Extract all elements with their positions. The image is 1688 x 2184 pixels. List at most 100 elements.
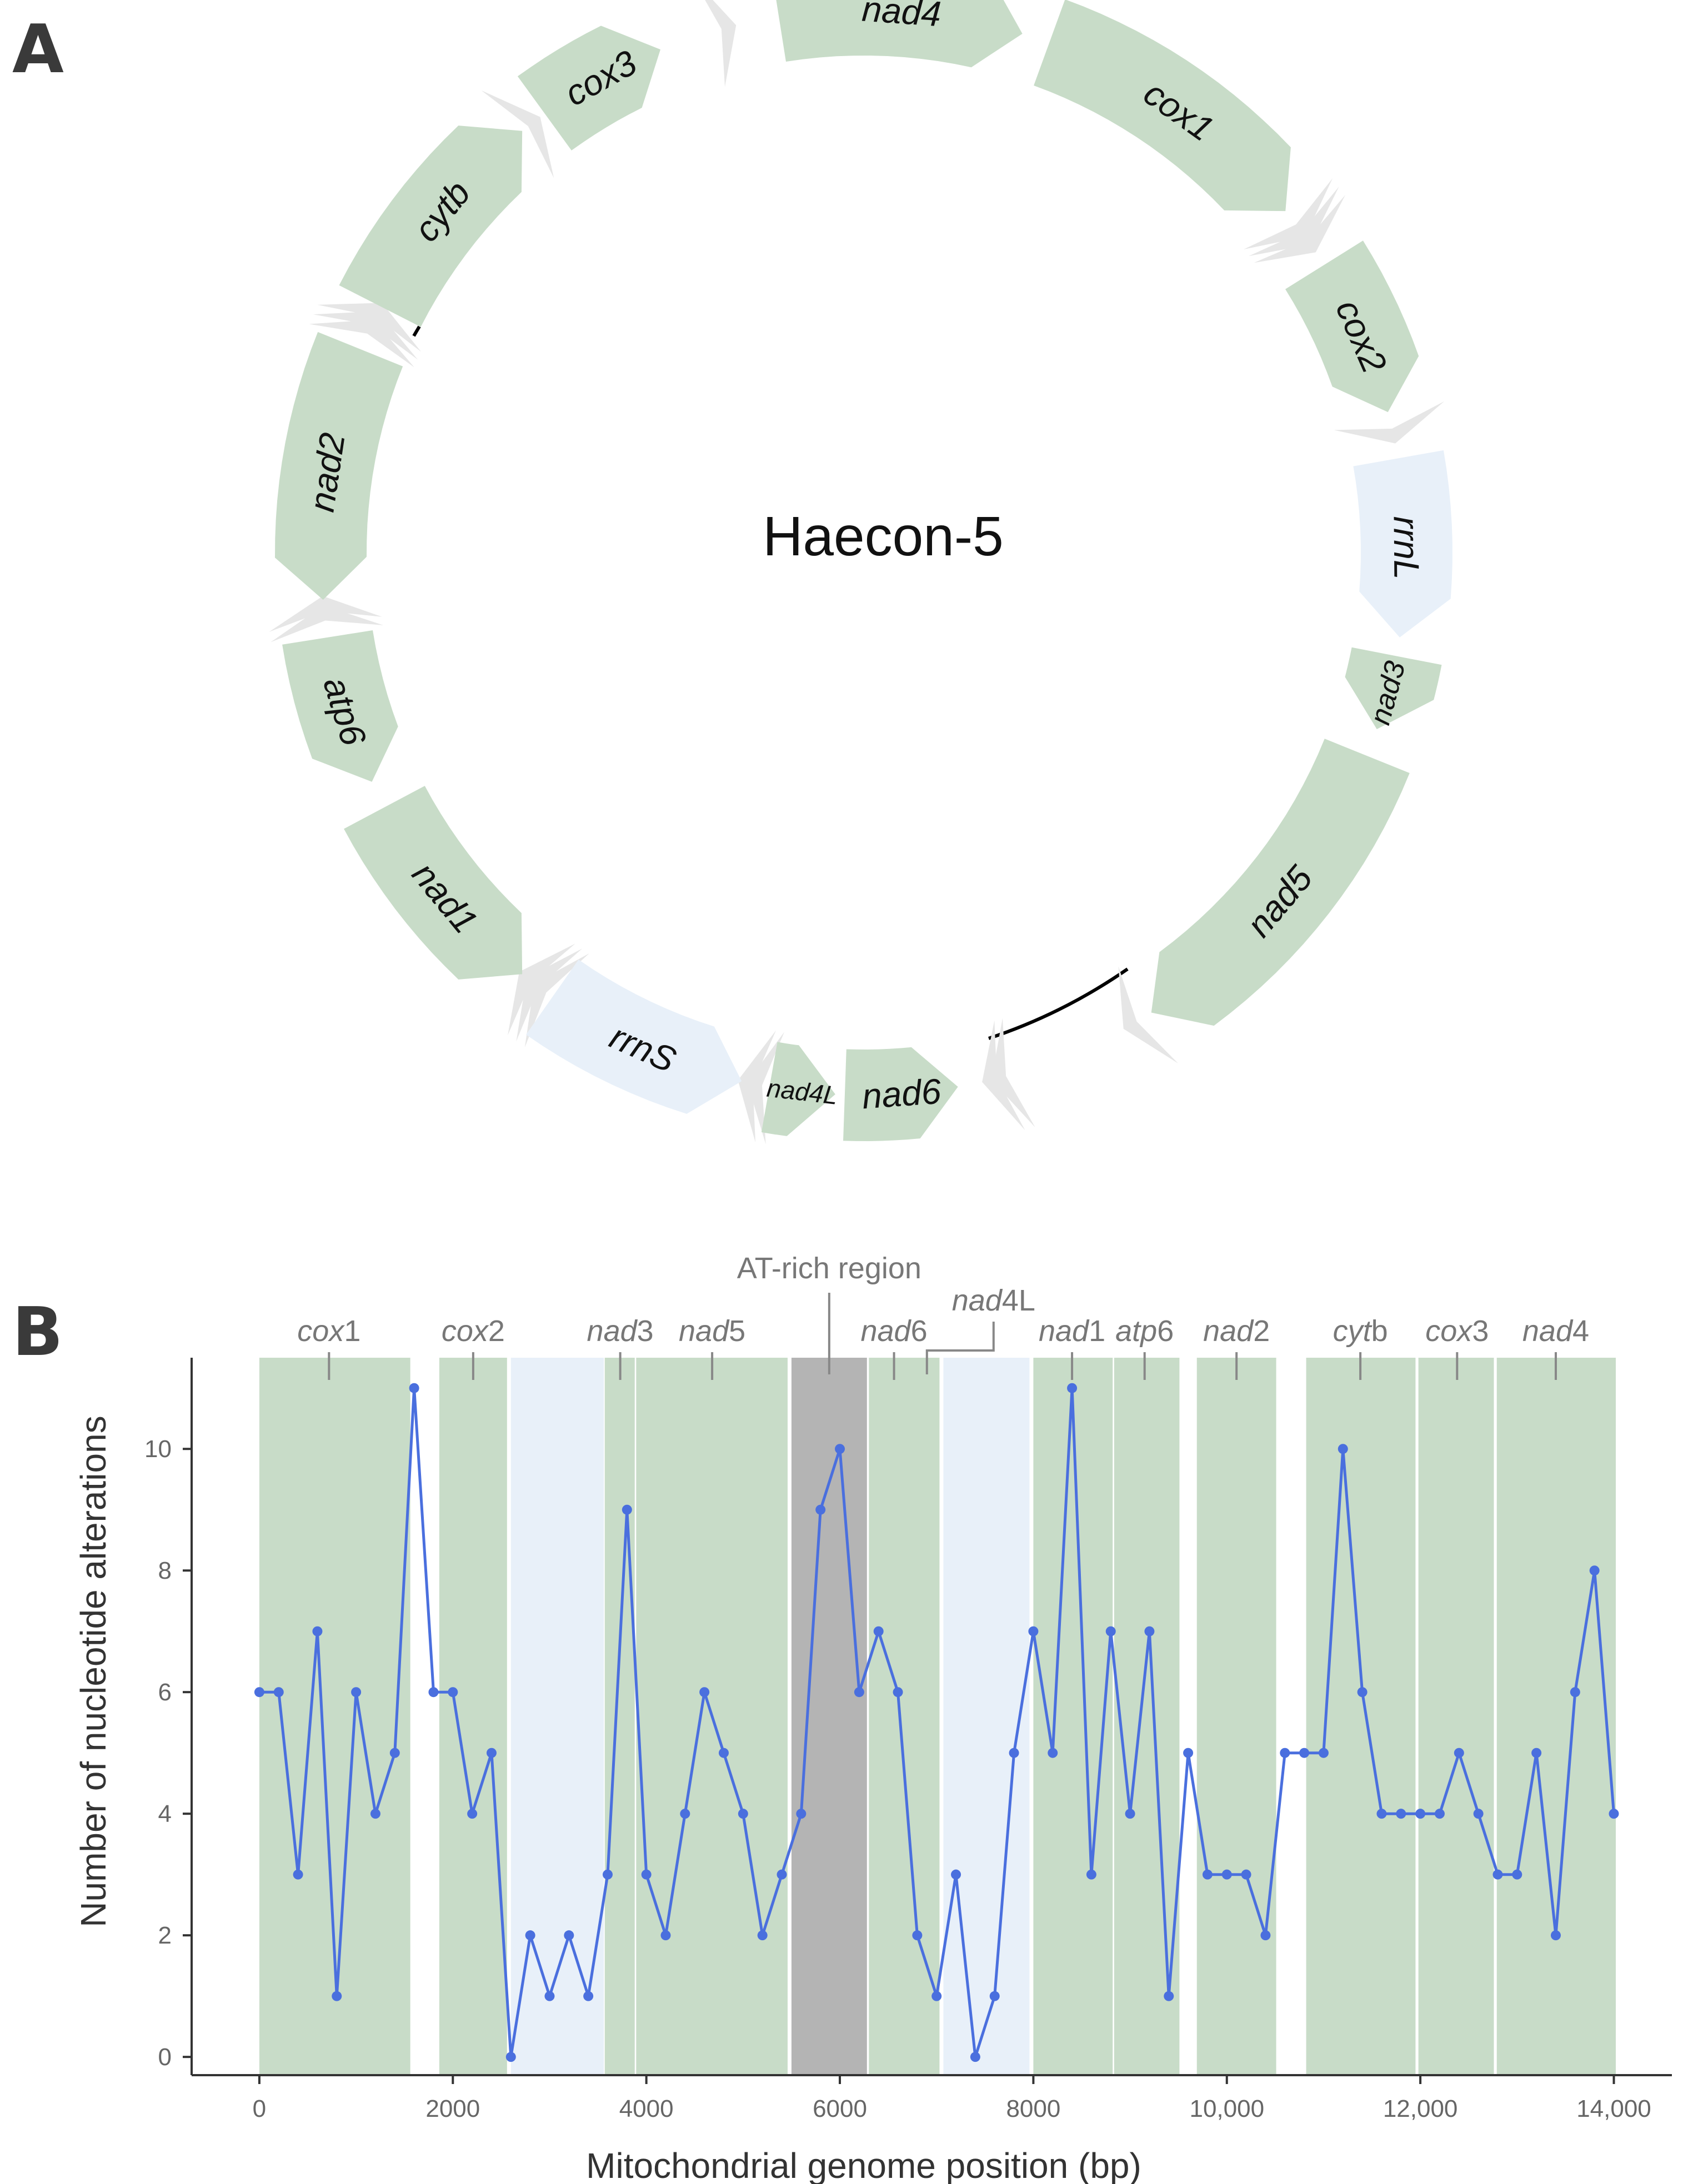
data-point <box>951 1869 961 1880</box>
data-point <box>1048 1748 1058 1758</box>
genome-backbone-segment <box>988 967 1129 1040</box>
data-point <box>622 1504 632 1515</box>
trna-gene-marker <box>705 0 737 87</box>
data-point <box>254 1687 264 1698</box>
data-point <box>1028 1626 1039 1636</box>
gene-arrow-nad4L <box>761 1042 835 1136</box>
chart-axes <box>191 1358 1672 2076</box>
data-point <box>351 1687 362 1698</box>
data-point <box>796 1809 807 1819</box>
data-point <box>332 1991 342 2001</box>
trna-gene-marker <box>1118 966 1178 1063</box>
region-protein-9 <box>1114 1358 1180 2075</box>
data-point <box>1531 1748 1542 1758</box>
x-tick-label: 2000 <box>425 2095 480 2122</box>
annotation-label-nad3: nad3 <box>587 1314 654 1348</box>
data-point <box>1338 1444 1348 1454</box>
data-point <box>738 1809 748 1819</box>
data-point <box>815 1504 826 1515</box>
x-tick-label: 6000 <box>813 2095 867 2122</box>
gene-arrow-rrnS <box>526 960 742 1114</box>
x-tick-label: 10,000 <box>1189 2095 1264 2122</box>
data-point <box>370 1809 380 1819</box>
data-point <box>602 1869 613 1880</box>
gene-arrow-cox3 <box>517 26 661 150</box>
x-axis-label: Mitochondrial genome position (bp) <box>586 2146 1141 2184</box>
data-point <box>1299 1748 1310 1758</box>
region-protein-13 <box>1496 1358 1616 2075</box>
data-point <box>757 1930 768 1941</box>
data-point <box>1473 1809 1484 1819</box>
data-point <box>1183 1748 1194 1758</box>
data-point <box>1241 1869 1251 1880</box>
data-point <box>1260 1930 1271 1941</box>
annotation-label-cytb: cytb <box>1333 1314 1388 1348</box>
data-point <box>835 1444 845 1454</box>
panel-label-b: B <box>12 1294 63 1371</box>
data-point <box>486 1748 497 1758</box>
trna-gene-marker <box>271 605 383 642</box>
trna-gene-marker <box>982 1020 1025 1131</box>
data-point <box>583 1991 594 2001</box>
data-point <box>273 1687 284 1698</box>
genome-map-title: Haecon-5 <box>763 505 1004 568</box>
data-point <box>699 1687 710 1698</box>
data-point <box>1067 1383 1078 1393</box>
region-rrna-7 <box>943 1358 1030 2075</box>
region-protein-8 <box>1033 1358 1113 2075</box>
gene-arrow-nad5 <box>1151 739 1410 1026</box>
trna-gene-marker <box>1249 187 1339 257</box>
data-point <box>312 1626 323 1636</box>
trna-gene-marker <box>313 311 418 360</box>
annotation-label-nad2: nad2 <box>1203 1314 1270 1348</box>
data-point <box>873 1626 884 1636</box>
data-point <box>1009 1748 1019 1758</box>
x-tick-label: 0 <box>253 2095 266 2122</box>
data-point <box>293 1869 303 1880</box>
data-point <box>1202 1869 1213 1880</box>
data-point <box>641 1869 652 1880</box>
x-tick-label: 8000 <box>1006 2095 1060 2122</box>
data-point <box>1589 1565 1600 1576</box>
region-protein-3 <box>604 1358 635 2075</box>
trna-gene-marker <box>516 948 583 1042</box>
gene-arrow-nad2 <box>275 332 403 600</box>
annotation-label-atp6: atp6 <box>1115 1314 1174 1348</box>
trna-gene-marker <box>1334 401 1445 444</box>
data-point <box>1144 1626 1155 1636</box>
annotation-tick-nad4l <box>925 1322 995 1374</box>
data-point <box>680 1809 690 1819</box>
data-point <box>1454 1748 1464 1758</box>
gene-regions <box>259 1358 1616 2075</box>
annotation-label-nad6: nad6 <box>860 1314 927 1348</box>
panel-label-a: A <box>12 11 64 88</box>
gene-arrow-nad3 <box>1345 647 1442 730</box>
y-tick-label: 6 <box>158 1679 172 1706</box>
trna-gene-marker <box>991 1018 1035 1127</box>
trna-gene-marker <box>309 319 415 368</box>
annotation-label-cox1: cox1 <box>297 1314 360 1348</box>
data-point <box>409 1383 419 1393</box>
data-point <box>1376 1809 1387 1819</box>
data-point <box>719 1748 729 1758</box>
trna-gene-marker <box>269 596 382 632</box>
gene-arrow-rrnL <box>1353 450 1452 637</box>
annotation-label-at-rich: AT-rich region <box>737 1252 921 1285</box>
data-point <box>428 1687 439 1698</box>
data-point <box>1396 1809 1406 1819</box>
annotation-label-nad5: nad5 <box>679 1314 745 1348</box>
region-protein-1 <box>439 1358 507 2075</box>
region-at-rich-5 <box>791 1358 867 2075</box>
data-point <box>1318 1748 1329 1758</box>
data-point <box>660 1930 671 1941</box>
x-tick-label: 14,000 <box>1576 2095 1651 2122</box>
data-point <box>1221 1869 1232 1880</box>
data-point <box>931 1991 942 2001</box>
annotation-label-cox3: cox3 <box>1425 1314 1489 1348</box>
data-point <box>1492 1869 1503 1880</box>
data-point <box>1280 1748 1290 1758</box>
gene-label-nad6: nad6 <box>861 1071 943 1117</box>
data-point <box>1164 1991 1174 2001</box>
